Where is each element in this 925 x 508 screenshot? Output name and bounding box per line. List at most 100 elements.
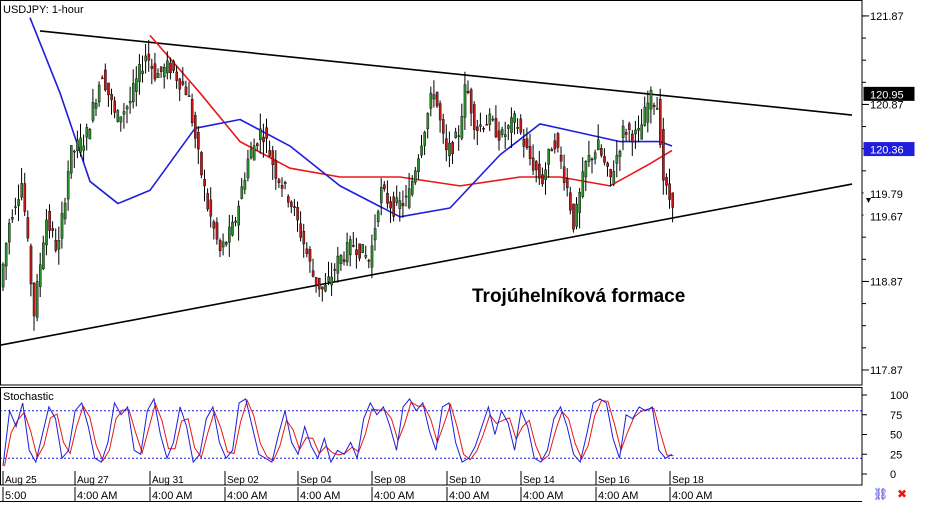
candle-body <box>224 242 228 245</box>
stochastic-k-line <box>2 397 673 467</box>
candle-body <box>507 125 510 129</box>
candle-body <box>590 158 594 161</box>
stochastic-tick-label: 75 <box>890 410 902 422</box>
candle-body <box>352 245 355 247</box>
candle-body <box>445 138 448 151</box>
candle-body <box>265 127 268 139</box>
candle-body <box>485 124 489 126</box>
candle-body <box>454 131 458 138</box>
candle-body <box>51 228 54 231</box>
candle-body <box>438 103 442 121</box>
candle-body <box>17 199 20 206</box>
candle-body <box>321 286 324 290</box>
candle-body <box>277 179 281 183</box>
date-label: Sep 18 <box>672 475 704 486</box>
chart-title-bg <box>1 1 91 17</box>
candle-body <box>469 89 473 114</box>
candle-body <box>138 64 141 82</box>
candle-body <box>221 241 225 248</box>
candle-body <box>197 131 200 150</box>
price-tag-bg <box>863 186 915 201</box>
candle-body <box>535 161 538 171</box>
candle-body <box>442 119 445 134</box>
candle-body <box>500 129 504 135</box>
candle-body <box>342 259 346 262</box>
candle-body <box>479 124 482 127</box>
close-icon[interactable]: ✖ <box>897 487 908 501</box>
candle-body <box>522 139 526 147</box>
stochastic-panel-frame <box>0 387 863 486</box>
candle-body <box>243 179 247 190</box>
chart-title: USDJPY: 1-hour <box>3 4 84 16</box>
moving-average-line <box>29 17 673 218</box>
candle-body <box>538 163 541 179</box>
candle-body <box>389 201 392 209</box>
candle-body <box>364 255 368 258</box>
candle-body <box>376 211 380 223</box>
link-icon[interactable]: ⛓ <box>873 487 889 501</box>
candle-body <box>383 184 386 190</box>
stochastic-tick-label: 25 <box>890 449 902 461</box>
candle-body <box>7 223 11 243</box>
candle-body <box>88 128 92 140</box>
candle-body <box>600 148 603 156</box>
candle-body <box>380 187 383 204</box>
candle-body <box>150 66 154 69</box>
candle-body <box>572 203 575 230</box>
candle-body <box>54 240 58 251</box>
candle-body <box>628 123 631 130</box>
candle-body <box>69 145 73 174</box>
candle-body <box>293 206 296 208</box>
candle-body <box>373 228 377 241</box>
candle-body <box>110 93 113 101</box>
candle-body <box>361 243 365 253</box>
candle-body <box>206 193 210 210</box>
candle-body <box>333 269 337 271</box>
candle-body <box>200 152 203 176</box>
candle-body <box>144 55 148 62</box>
candle-body <box>162 66 166 78</box>
candle-body <box>318 278 321 290</box>
candle-body <box>66 171 70 200</box>
candle-body <box>107 82 110 96</box>
candle-body <box>429 92 433 109</box>
candle-body <box>330 276 334 286</box>
candle-body <box>618 150 622 157</box>
candle-body <box>569 192 572 211</box>
candle-body <box>184 86 188 96</box>
date-label: Sep 14 <box>523 475 555 486</box>
candle-body <box>181 81 185 85</box>
candle-body <box>671 192 674 208</box>
price-tag-label: 119.79 <box>870 189 903 201</box>
candle-body <box>131 83 135 103</box>
candle-body <box>283 181 287 184</box>
price-tick-label: 118.87 <box>870 276 903 288</box>
candle-body <box>63 202 67 220</box>
candle-body <box>662 129 665 181</box>
candle-body <box>581 171 585 197</box>
candle-body <box>655 107 659 110</box>
candle-body <box>187 95 191 97</box>
candle-body <box>349 239 352 256</box>
date-label: Aug 27 <box>77 475 109 486</box>
candle-body <box>35 281 39 318</box>
candle-body <box>94 103 98 109</box>
candle-body <box>215 222 219 240</box>
candlesticks <box>1 39 674 331</box>
candle-body <box>392 196 396 217</box>
candle-body <box>311 270 315 277</box>
candle-body <box>621 125 625 138</box>
price-tags: 120.95 120.36 119.79 119.67 <box>863 86 915 224</box>
candle-body <box>29 245 33 285</box>
candle-body <box>246 158 250 179</box>
candle-body <box>85 127 89 138</box>
price-tag-bg <box>863 86 915 101</box>
candle-body <box>48 211 51 231</box>
candle-body <box>519 118 523 133</box>
candle-body <box>466 90 470 93</box>
price-tag-bg <box>863 142 915 157</box>
candle-body <box>271 150 275 165</box>
candle-body <box>345 242 349 263</box>
candle-body <box>559 154 563 162</box>
